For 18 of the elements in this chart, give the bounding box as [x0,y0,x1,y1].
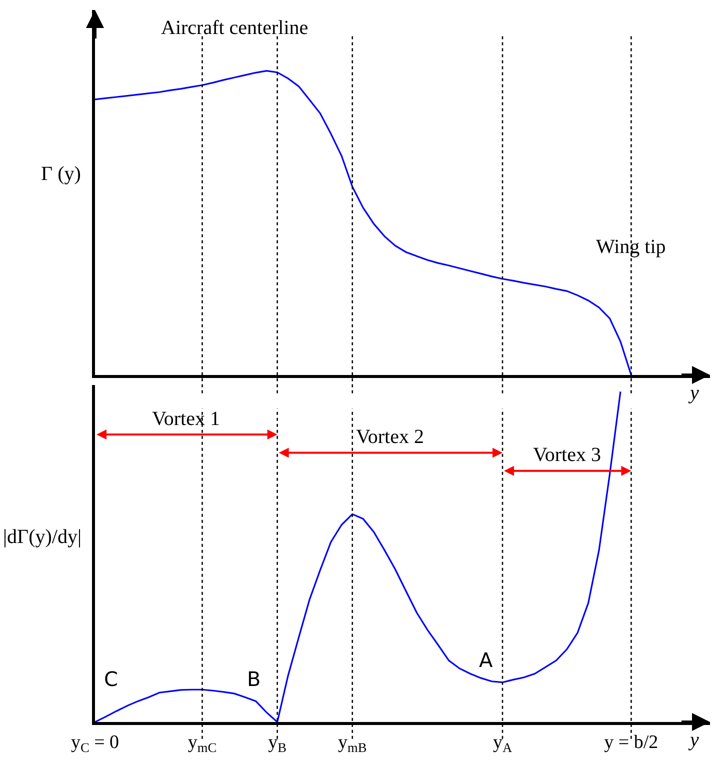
annotation: Vortex 3 [533,444,601,466]
x-tick-label: y$_{A}$ [492,732,512,755]
x-tick-label: y$_{B}$ [268,732,287,755]
text: Aircraft centerline [161,17,308,39]
annotation: Vortex 2 [356,426,424,448]
y-axis-title: |dΓ(y)/dy| [3,526,82,548]
x-axis-title: y [688,382,699,404]
annotation: B [247,667,261,691]
annotation: Vortex 1 [152,408,220,430]
x-tick-label: y$_{mC}$ [188,732,217,755]
x-tick-label: y$_{C}$ = 0 [70,732,120,755]
annotation: A [479,648,493,672]
x-tick-label: y = b/2 [604,732,658,753]
y-axis-title: Γ (y) [41,163,81,185]
x-tick-label: y$_{mB}$ [338,732,367,755]
annotation: C [104,667,118,691]
annotation: Wing tip [596,236,666,258]
x-axis-title: y [688,729,699,751]
